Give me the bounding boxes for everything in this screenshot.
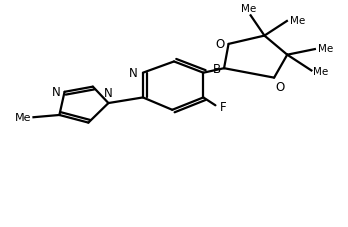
Text: F: F (220, 101, 226, 114)
Text: N: N (104, 86, 113, 99)
Text: B: B (213, 62, 221, 75)
Text: Me: Me (15, 113, 32, 123)
Text: Me: Me (290, 16, 306, 26)
Text: N: N (52, 86, 61, 99)
Text: N: N (129, 67, 138, 80)
Text: Me: Me (318, 44, 333, 54)
Text: O: O (275, 81, 284, 94)
Text: O: O (215, 38, 224, 51)
Text: Me: Me (241, 4, 256, 14)
Text: Me: Me (313, 67, 329, 77)
